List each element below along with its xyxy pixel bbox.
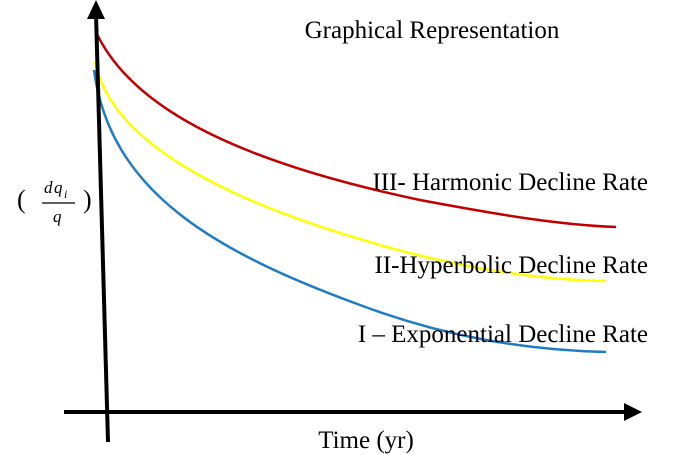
y-label-open-paren: ( xyxy=(17,185,26,214)
curve-hyperbolic xyxy=(93,61,607,283)
y-label-numerator-q: q xyxy=(54,178,63,197)
y-label-denominator: q xyxy=(53,207,62,226)
curve-exponential xyxy=(92,69,607,354)
y-axis-label: ( d q i q ) xyxy=(17,178,92,226)
label-exponential: I – Exponential Decline Rate xyxy=(358,321,648,348)
x-axis-label: Time (yr) xyxy=(318,427,414,454)
y-label-numerator-subscript: i xyxy=(64,187,67,201)
curve-harmonic xyxy=(94,31,617,229)
y-label-numerator-d: d xyxy=(44,178,53,197)
label-harmonic: III- Harmonic Decline Rate xyxy=(372,169,648,196)
y-axis-arrowhead xyxy=(87,0,105,19)
x-axis-arrowhead xyxy=(624,403,642,421)
label-hyperbolic: II-Hyperbolic Decline Rate xyxy=(375,252,649,279)
diagram-title: Graphical Representation xyxy=(305,17,560,44)
y-label-close-paren: ) xyxy=(83,185,92,214)
y-axis-line xyxy=(94,13,110,443)
